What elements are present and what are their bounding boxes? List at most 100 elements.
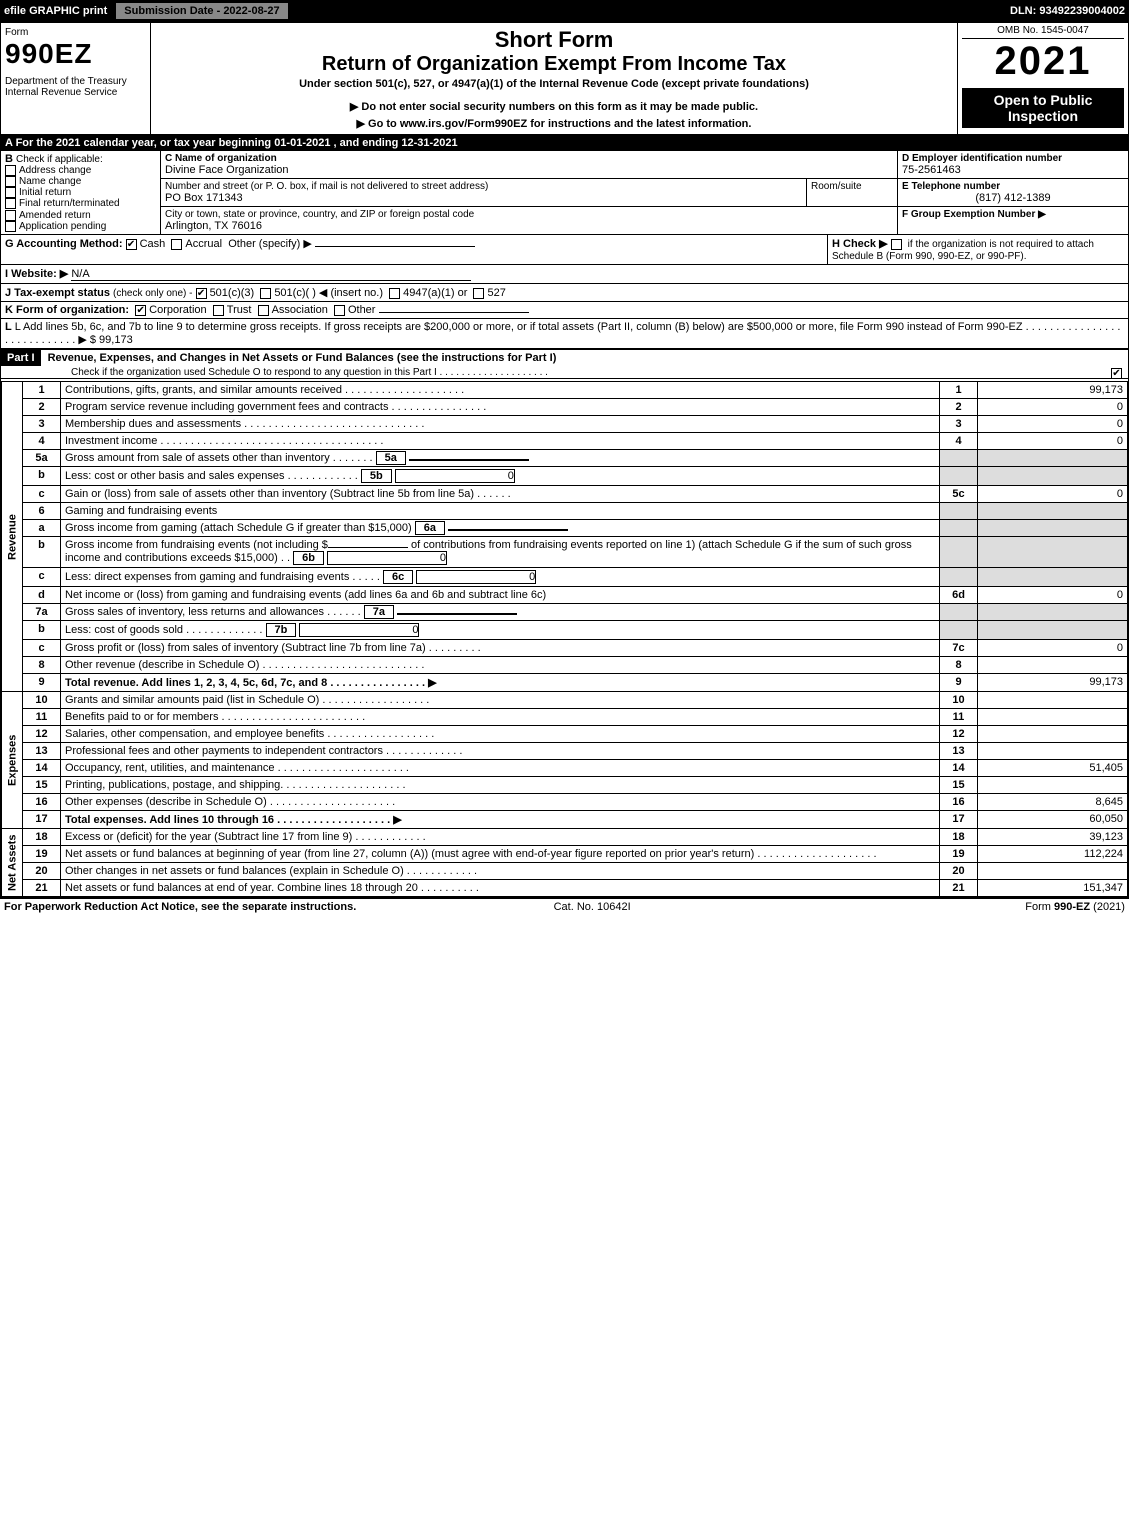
k-assoc-check[interactable] <box>258 305 269 316</box>
l20-desc: Other changes in net assets or fund bala… <box>61 863 940 880</box>
k-corp-check[interactable]: ✔ <box>135 305 146 316</box>
l11-amt <box>978 709 1128 726</box>
form-header: Form 990EZ Department of the Treasury In… <box>1 23 1128 135</box>
l11-rn: 11 <box>940 709 978 726</box>
g-other-input[interactable] <box>315 246 475 247</box>
g-cash: Cash <box>140 238 166 250</box>
j-501c3-check[interactable]: ✔ <box>196 288 207 299</box>
l5a-desc: Gross amount from sale of assets other t… <box>61 450 940 467</box>
part1-header: Part I Revenue, Expenses, and Changes in… <box>1 349 1128 379</box>
g-accrual-check[interactable] <box>171 239 182 250</box>
l2-amt: 0 <box>978 399 1128 416</box>
k-trust-check[interactable] <box>213 305 224 316</box>
l7c-amt: 0 <box>978 640 1128 657</box>
l8-amt <box>978 657 1128 674</box>
l8-rn: 8 <box>940 657 978 674</box>
j-4947-check[interactable] <box>389 288 400 299</box>
l6b-num: b <box>23 537 61 568</box>
l6c-sval: 0 <box>416 570 536 584</box>
l1-rn: 1 <box>940 382 978 399</box>
l6a-sval <box>448 529 568 531</box>
org-street: PO Box 171343 <box>165 192 802 204</box>
open-public-badge: Open to Public Inspection <box>962 88 1124 128</box>
l21-rn: 21 <box>940 880 978 897</box>
bcdef-block: B Check if applicable: Address change Na… <box>1 151 1128 235</box>
i-row: I Website: ▶ N/A <box>1 265 1128 284</box>
l6a-sn: 6a <box>415 521 445 535</box>
l19-desc: Net assets or fund balances at beginning… <box>61 846 940 863</box>
j-501c-check[interactable] <box>260 288 271 299</box>
l7a-desc: Gross sales of inventory, less returns a… <box>61 604 940 621</box>
k-other-input[interactable] <box>379 312 529 313</box>
l-amount: 99,173 <box>99 334 133 346</box>
l4-num: 4 <box>23 433 61 450</box>
l18-amt: 39,123 <box>978 829 1128 846</box>
l10-num: 10 <box>23 692 61 709</box>
j-527-check[interactable] <box>473 288 484 299</box>
c-name-label: C Name of organization <box>165 153 893 164</box>
b-opt-amended[interactable]: Amended return <box>5 210 156 221</box>
l6b-rn <box>940 537 978 568</box>
k-trust: Trust <box>227 304 252 316</box>
goto-link[interactable]: ▶ Go to www.irs.gov/Form990EZ for instru… <box>155 117 953 130</box>
g-label: G Accounting Method: <box>5 238 123 250</box>
b-opt-final[interactable]: Final return/terminated <box>5 198 156 209</box>
b-opt-name[interactable]: Name change <box>5 176 156 187</box>
l16-num: 16 <box>23 794 61 811</box>
l6b-sn: 6b <box>293 551 324 565</box>
expenses-side-label: Expenses <box>2 692 23 829</box>
l14-desc: Occupancy, rent, utilities, and maintena… <box>61 760 940 777</box>
l19-num: 19 <box>23 846 61 863</box>
l15-amt <box>978 777 1128 794</box>
part1-check[interactable]: ✔ <box>1111 368 1122 379</box>
b-opt-pending[interactable]: Application pending <box>5 221 156 232</box>
l7c-num: c <box>23 640 61 657</box>
b-opt-initial[interactable]: Initial return <box>5 187 156 198</box>
l6d-amt: 0 <box>978 587 1128 604</box>
l7b-rn <box>940 621 978 640</box>
l6c-rn <box>940 568 978 587</box>
f-label: F Group Exemption Number ▶ <box>902 209 1124 220</box>
submission-date-button[interactable]: Submission Date - 2022-08-27 <box>115 2 288 20</box>
l18-desc: Excess or (deficit) for the year (Subtra… <box>61 829 940 846</box>
g-cash-check[interactable]: ✔ <box>126 239 137 250</box>
l7a-num: 7a <box>23 604 61 621</box>
no-ssn-note: ▶ Do not enter social security numbers o… <box>155 100 953 113</box>
h-check[interactable] <box>891 239 902 250</box>
part1-title: Revenue, Expenses, and Changes in Net As… <box>44 350 561 366</box>
l6c-desc: Less: direct expenses from gaming and fu… <box>61 568 940 587</box>
j-527: 527 <box>487 287 505 299</box>
l13-num: 13 <box>23 743 61 760</box>
c-room-label: Room/suite <box>811 181 893 192</box>
l4-amt: 0 <box>978 433 1128 450</box>
j-4947: 4947(a)(1) or <box>403 287 467 299</box>
tax-year: 2021 <box>962 39 1124 84</box>
l7b-desc: Less: cost of goods sold . . . . . . . .… <box>61 621 940 640</box>
top-bar: efile GRAPHIC print Submission Date - 20… <box>0 0 1129 22</box>
l6b-sval: 0 <box>327 551 447 565</box>
l7a-amt <box>978 604 1128 621</box>
l6a-amt <box>978 520 1128 537</box>
k-other-check[interactable] <box>334 305 345 316</box>
j-501c3: 501(c)(3) <box>210 287 255 299</box>
dln-label: DLN: 93492239004002 <box>1010 5 1125 17</box>
box-b: B Check if applicable: Address change Na… <box>1 151 161 234</box>
l3-desc: Membership dues and assessments . . . . … <box>61 416 940 433</box>
l20-rn: 20 <box>940 863 978 880</box>
org-name: Divine Face Organization <box>165 164 893 176</box>
l2-num: 2 <box>23 399 61 416</box>
l5b-sn: 5b <box>361 469 392 483</box>
b-opt-address[interactable]: Address change <box>5 165 156 176</box>
l10-desc: Grants and similar amounts paid (list in… <box>61 692 940 709</box>
omb-number: OMB No. 1545-0047 <box>962 25 1124 39</box>
l5b-amt <box>978 467 1128 486</box>
l6a-num: a <box>23 520 61 537</box>
row-a: A For the 2021 calendar year, or tax yea… <box>1 135 1128 151</box>
box-def: D Employer identification number 75-2561… <box>898 151 1128 234</box>
l5a-sn: 5a <box>376 451 406 465</box>
dept-irs: Internal Revenue Service <box>5 87 146 98</box>
l7b-sn: 7b <box>266 623 297 637</box>
j-row: J Tax-exempt status (check only one) - ✔… <box>1 284 1128 302</box>
gh-row: G Accounting Method: ✔Cash Accrual Other… <box>1 235 1128 265</box>
l17-num: 17 <box>23 811 61 829</box>
